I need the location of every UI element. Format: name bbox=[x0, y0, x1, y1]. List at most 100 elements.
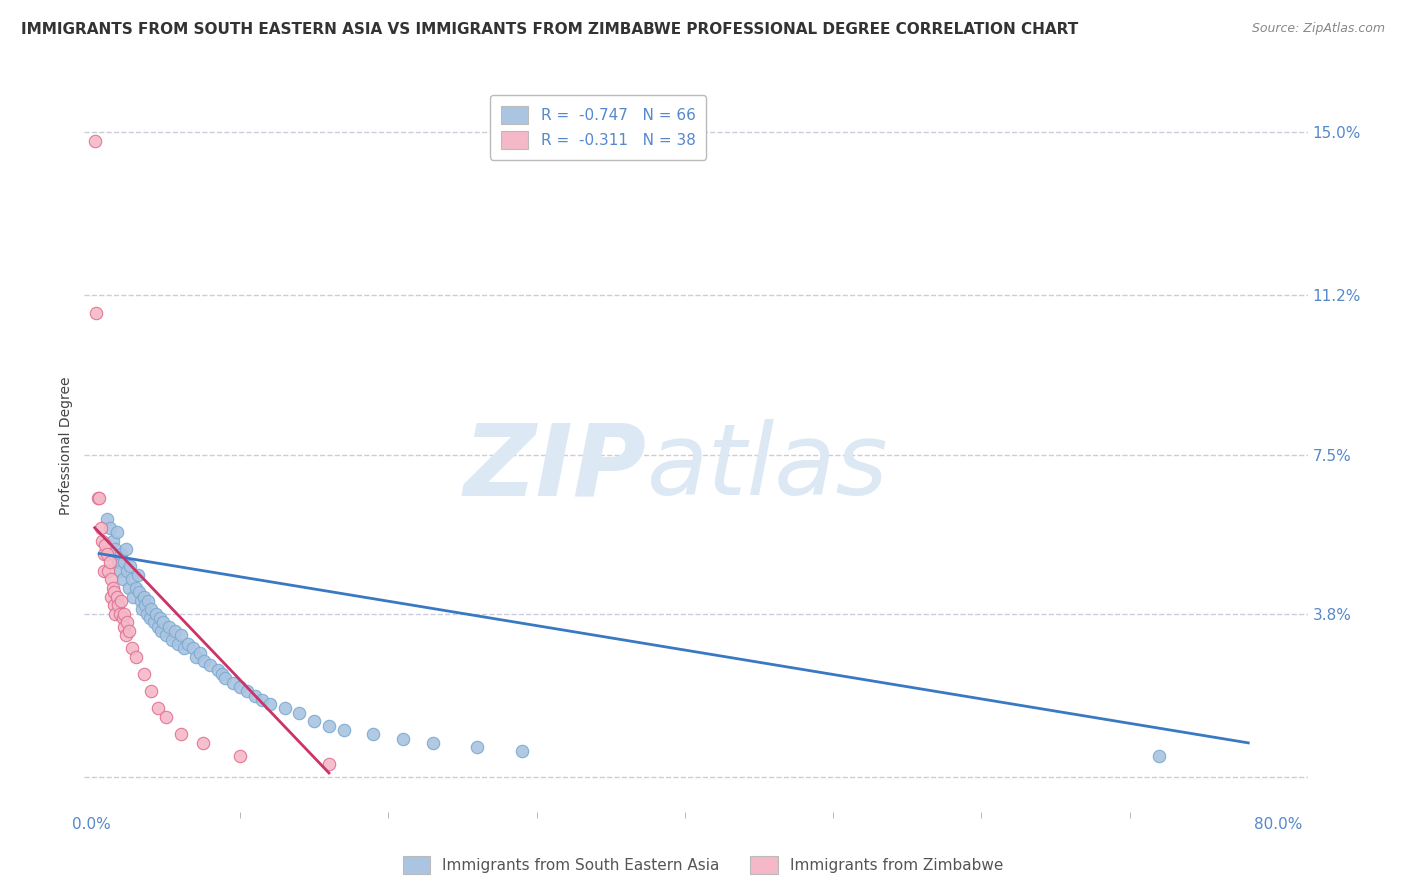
Point bbox=[105, 524, 128, 539]
Point bbox=[184, 649, 207, 664]
Point bbox=[392, 731, 415, 746]
Point bbox=[122, 590, 145, 604]
Point bbox=[112, 555, 135, 569]
Point bbox=[111, 611, 134, 625]
Point bbox=[173, 641, 195, 656]
Point bbox=[97, 564, 120, 578]
Point bbox=[112, 607, 135, 621]
Point bbox=[510, 744, 533, 758]
Point bbox=[98, 521, 121, 535]
Point bbox=[1149, 748, 1171, 763]
Point bbox=[93, 564, 115, 578]
Point bbox=[177, 637, 200, 651]
Point bbox=[98, 555, 121, 569]
Point bbox=[83, 134, 105, 148]
Point bbox=[139, 684, 162, 698]
Point bbox=[229, 748, 252, 763]
Text: atlas: atlas bbox=[647, 419, 889, 516]
Point bbox=[214, 671, 236, 685]
Point bbox=[243, 689, 266, 703]
Point bbox=[465, 740, 488, 755]
Point bbox=[101, 581, 124, 595]
Point bbox=[129, 594, 152, 608]
Point bbox=[288, 706, 311, 720]
Point bbox=[121, 641, 143, 656]
Point bbox=[118, 581, 141, 595]
Point bbox=[111, 573, 134, 587]
Point bbox=[131, 602, 153, 616]
Point bbox=[94, 538, 117, 552]
Point bbox=[125, 581, 148, 595]
Point bbox=[86, 491, 108, 505]
Point bbox=[93, 547, 115, 561]
Point bbox=[121, 573, 143, 587]
Point bbox=[152, 615, 174, 630]
Point bbox=[273, 701, 295, 715]
Point bbox=[160, 632, 183, 647]
Point bbox=[100, 573, 122, 587]
Point bbox=[193, 654, 215, 668]
Point bbox=[170, 727, 193, 741]
Point bbox=[166, 637, 188, 651]
Text: Source: ZipAtlas.com: Source: ZipAtlas.com bbox=[1251, 22, 1385, 36]
Point bbox=[170, 628, 193, 642]
Point bbox=[132, 667, 155, 681]
Point bbox=[128, 585, 150, 599]
Point bbox=[103, 585, 125, 599]
Point bbox=[136, 594, 159, 608]
Point bbox=[149, 611, 172, 625]
Point bbox=[221, 675, 243, 690]
Point bbox=[107, 598, 129, 612]
Point bbox=[105, 590, 128, 604]
Point bbox=[117, 615, 139, 630]
Text: ZIP: ZIP bbox=[464, 419, 647, 516]
Point bbox=[118, 624, 141, 638]
Point bbox=[103, 598, 125, 612]
Point bbox=[143, 615, 166, 630]
Point bbox=[112, 620, 135, 634]
Point bbox=[125, 649, 148, 664]
Point bbox=[236, 684, 259, 698]
Point bbox=[318, 719, 340, 733]
Y-axis label: Professional Degree: Professional Degree bbox=[59, 376, 73, 516]
Point bbox=[110, 594, 132, 608]
Point bbox=[150, 624, 173, 638]
Point bbox=[145, 607, 167, 621]
Point bbox=[229, 680, 252, 694]
Point bbox=[132, 590, 155, 604]
Point bbox=[96, 547, 118, 561]
Point bbox=[200, 658, 222, 673]
Text: IMMIGRANTS FROM SOUTH EASTERN ASIA VS IMMIGRANTS FROM ZIMBABWE PROFESSIONAL DEGR: IMMIGRANTS FROM SOUTH EASTERN ASIA VS IM… bbox=[21, 22, 1078, 37]
Point bbox=[163, 624, 186, 638]
Point bbox=[211, 667, 233, 681]
Point bbox=[108, 564, 131, 578]
Point bbox=[100, 590, 122, 604]
Point bbox=[127, 568, 149, 582]
Point bbox=[84, 305, 107, 319]
Point bbox=[134, 598, 156, 612]
Point bbox=[148, 620, 170, 634]
Point bbox=[115, 542, 138, 557]
Point bbox=[104, 542, 127, 557]
Point bbox=[135, 607, 157, 621]
Point bbox=[91, 533, 114, 548]
Point bbox=[107, 555, 129, 569]
Point bbox=[157, 620, 180, 634]
Legend: R =  -0.747   N = 66, R =  -0.311   N = 38: R = -0.747 N = 66, R = -0.311 N = 38 bbox=[491, 95, 706, 160]
Point bbox=[120, 559, 142, 574]
Point bbox=[363, 727, 385, 741]
Point bbox=[108, 607, 131, 621]
Point bbox=[422, 736, 444, 750]
Point bbox=[138, 611, 160, 625]
Point bbox=[333, 723, 356, 737]
Point bbox=[89, 491, 111, 505]
Point bbox=[191, 736, 214, 750]
Point bbox=[139, 602, 162, 616]
Point bbox=[181, 641, 204, 656]
Point bbox=[207, 663, 229, 677]
Point bbox=[104, 607, 127, 621]
Point bbox=[259, 697, 281, 711]
Point bbox=[252, 693, 274, 707]
Legend: Immigrants from South Eastern Asia, Immigrants from Zimbabwe: Immigrants from South Eastern Asia, Immi… bbox=[396, 850, 1010, 880]
Point bbox=[148, 701, 170, 715]
